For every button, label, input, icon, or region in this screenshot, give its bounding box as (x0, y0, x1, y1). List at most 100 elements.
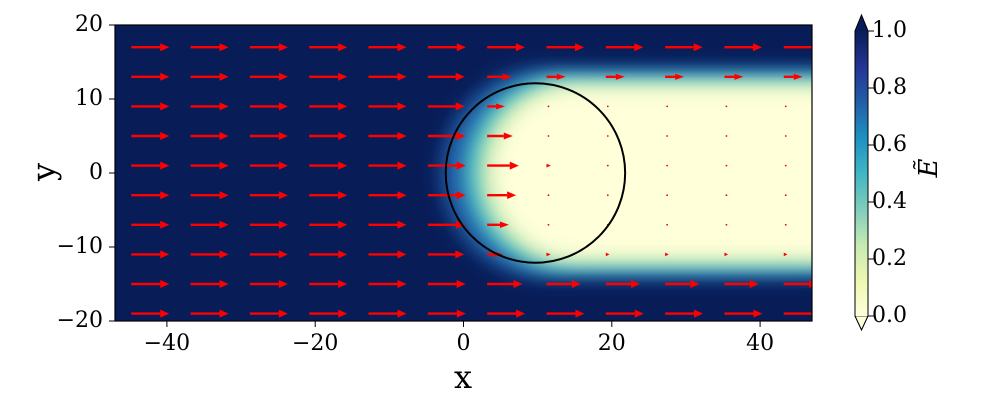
quiver-arrow (190, 191, 229, 200)
quiver-arrow (487, 309, 526, 318)
quiver-arrow (427, 72, 465, 81)
quiver-arrow (190, 161, 229, 170)
quiver-arrow (784, 194, 787, 197)
quiver-arrow (427, 43, 466, 52)
quiver-arrow (487, 191, 517, 200)
quiver-arrow (666, 105, 669, 108)
quiver-arrows (131, 43, 812, 318)
quiver-arrow (783, 46, 812, 49)
colorbar-tick-label: 0.2 (872, 246, 907, 271)
quiver-arrow (368, 250, 407, 259)
quiver-arrow (309, 280, 348, 288)
quiver-arrow (546, 309, 585, 318)
quiver-arrow (427, 309, 466, 318)
quiver-arrow (131, 43, 170, 52)
y-tick-label: 0 (89, 160, 103, 185)
quiver-arrow (131, 102, 170, 111)
quiver-arrow (131, 220, 170, 229)
quiver-arrow (724, 73, 744, 80)
quiver-arrow (309, 43, 348, 52)
quiver-arrow (784, 223, 787, 226)
y-tick-label: 10 (75, 86, 103, 111)
quiver-arrow (724, 280, 759, 288)
quiver-arrow (725, 223, 728, 226)
quiver-arrow (309, 309, 348, 318)
heatmap-layers (441, 67, 812, 279)
quiver-arrow (784, 135, 787, 137)
quiver-arrow (368, 72, 407, 81)
quiver-arrow (605, 309, 644, 318)
quiver-arrow (487, 132, 513, 140)
colorbar-label: Ẽ (912, 158, 944, 178)
quiver-arrow (190, 132, 229, 140)
quiver-arrow (665, 309, 704, 318)
quiver-arrow (487, 161, 519, 170)
quiver-arrow (368, 220, 407, 229)
colorbar-tick-label: 0.6 (872, 132, 907, 157)
quiver-arrow (605, 280, 641, 288)
quiver-arrow (605, 73, 625, 80)
quiver-arrow (131, 72, 170, 81)
quiver-arrow (487, 103, 506, 110)
quiver-arrow (309, 191, 348, 200)
quiver-arrow (427, 280, 466, 288)
quiver-arrow (487, 280, 523, 288)
quiver-arrow (783, 280, 812, 288)
quiver-arrow (546, 163, 551, 168)
quiver-arrow (368, 309, 407, 318)
quiver-arrow (309, 250, 348, 259)
quiver-arrow (249, 280, 288, 288)
heatmap-field (115, 25, 812, 321)
quiver-arrow (427, 220, 466, 229)
quiver-arrow (547, 105, 550, 108)
quiver-arrow (666, 223, 669, 226)
quiver-arrow (309, 220, 348, 229)
quiver-arrow (190, 309, 229, 318)
colorbar-tick-label: 0.4 (872, 189, 907, 214)
quiver-arrow (309, 102, 348, 111)
quiver-arrow (309, 72, 348, 81)
x-tick-label: −20 (292, 331, 338, 356)
y-tick-label: −20 (57, 308, 103, 333)
quiver-arrow (547, 194, 550, 197)
quiver-arrow (131, 309, 170, 318)
quiver-arrow (784, 164, 787, 167)
quiver-arrow (190, 280, 229, 288)
colorbar: 0.0 0.2 0.4 0.6 0.8 1.0 Ẽ (854, 13, 944, 332)
quiver-arrow (190, 43, 229, 52)
quiver-arrow (547, 223, 550, 226)
quiver-arrow (783, 73, 803, 80)
x-tick-label: 0 (457, 331, 471, 356)
quiver-arrow (190, 102, 229, 111)
quiver-arrow (427, 161, 466, 170)
quiver-arrow (665, 252, 669, 257)
quiver-arrow (725, 164, 728, 167)
y-tick-label: −10 (57, 234, 103, 259)
quiver-arrow (249, 132, 288, 140)
quiver-arrow (724, 43, 762, 52)
colorbar-ticks: 0.0 0.2 0.4 0.6 0.8 1.0 (868, 18, 907, 328)
quiver-arrow (427, 191, 466, 200)
colorbar-tick-label: 0.0 (872, 303, 907, 328)
quiver-arrow (309, 132, 348, 140)
x-tick-label: 20 (598, 331, 626, 356)
quiver-arrow (249, 43, 288, 52)
quiver-arrow (546, 280, 581, 288)
quiver-arrow (368, 280, 407, 288)
quiver-arrow (725, 105, 728, 108)
quiver-arrow (249, 309, 288, 318)
colorbar-extend-min (854, 315, 869, 331)
quiver-arrow (487, 43, 525, 52)
quiver-arrow (665, 43, 703, 52)
quiver-arrow (546, 43, 585, 52)
quiver-arrow (605, 252, 610, 257)
quiver-arrow (547, 135, 550, 137)
quiver-arrow (368, 161, 407, 170)
quiver-arrow (190, 220, 229, 229)
quiver-arrow (724, 252, 729, 257)
quiver-arrow (724, 309, 763, 318)
quiver-arrow (427, 102, 465, 111)
x-axis-ticks: −40 −20 0 20 40 (144, 321, 774, 356)
quiver-arrow (487, 73, 512, 81)
